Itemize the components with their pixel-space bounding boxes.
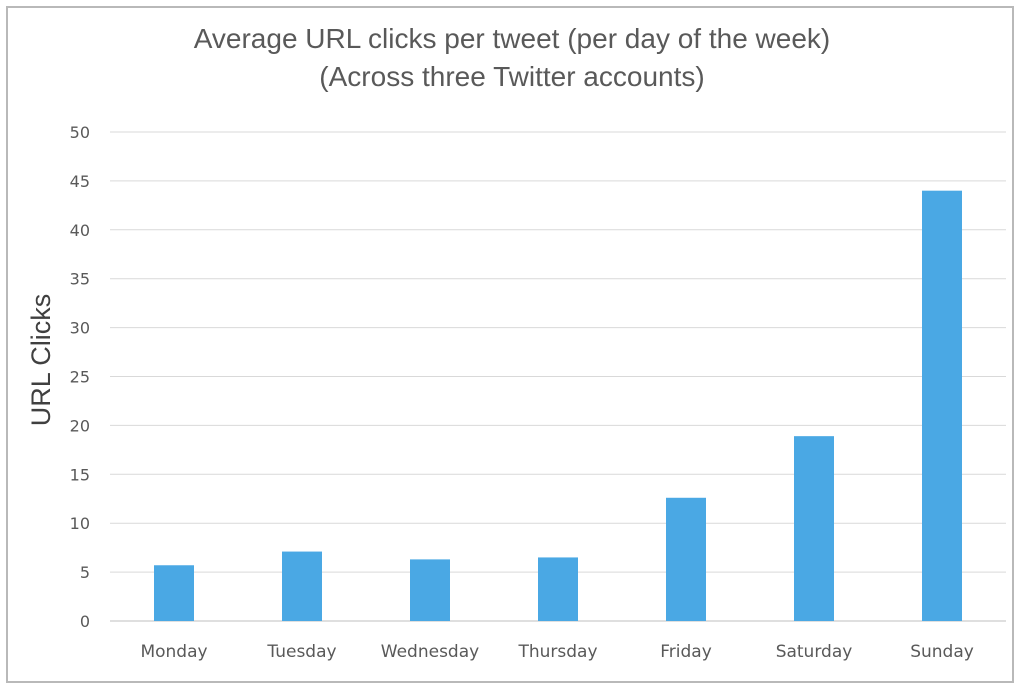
x-tick-label: Wednesday [381,642,479,662]
y-tick-label: 45 [70,172,90,191]
y-tick-label: 5 [80,563,90,582]
bar-monday [154,565,194,621]
x-tick-label: Friday [660,642,712,662]
y-axis-label: URL Clicks [26,294,56,427]
x-axis-ticks: Monday Tuesday Wednesday Thursday Friday Satu… [140,642,973,662]
chart-title: Average URL clicks per tweet (per day of… [193,23,831,54]
bar-tuesday [282,551,322,621]
chart-title-block: Average URL clicks per tweet (per day of… [0,20,1024,96]
bar-saturday [794,436,834,621]
y-tick-label: 0 [80,612,90,631]
bar-thursday [538,557,578,621]
y-tick-label: 25 [70,368,90,387]
y-tick-label: 40 [70,221,90,240]
y-tick-label: 20 [70,416,90,435]
bar-sunday [922,190,962,621]
y-tick-label: 50 [70,123,90,142]
x-tick-label: Thursday [517,642,597,662]
y-axis-ticks: 0 5 10 15 20 25 30 35 40 45 50 [70,123,90,631]
bar-friday [666,497,706,621]
x-tick-label: Monday [140,642,207,662]
y-tick-label: 30 [70,319,90,338]
y-tick-label: 10 [70,514,90,533]
y-tick-label: 35 [70,270,90,289]
bars [154,190,962,621]
x-tick-label: Tuesday [266,642,336,662]
bar-wednesday [410,559,450,621]
x-tick-label: Saturday [776,642,853,662]
y-tick-label: 15 [70,465,90,484]
chart-subtitle: (Across three Twitter accounts) [319,61,705,92]
gridlines [110,131,1006,622]
x-tick-label: Sunday [910,642,974,662]
